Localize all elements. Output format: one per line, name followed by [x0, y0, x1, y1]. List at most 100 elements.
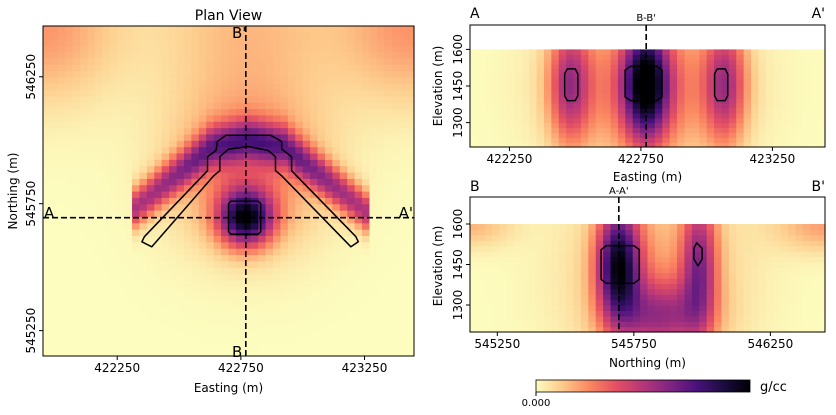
section-cell — [810, 112, 819, 119]
plan-cell — [206, 57, 215, 65]
plan-cell — [43, 127, 52, 135]
plan-cell — [362, 324, 371, 332]
section-cell — [543, 278, 552, 284]
section-cell — [780, 78, 789, 85]
plan-cell — [191, 298, 200, 306]
plan-cell — [72, 95, 81, 103]
plan-cell — [228, 191, 237, 198]
plan-cell — [221, 311, 230, 319]
plan-cell — [146, 95, 155, 103]
plan-cell — [399, 305, 408, 313]
plan-cell — [235, 184, 244, 192]
plan-cell — [332, 197, 341, 205]
plan-cell — [376, 203, 385, 211]
section-cell — [810, 288, 819, 295]
plan-cell — [295, 102, 304, 110]
section-cell — [603, 305, 612, 311]
plan-cell — [124, 330, 133, 338]
plan-cell — [258, 140, 267, 148]
plan-title: Plan View — [195, 8, 262, 24]
section-cell — [640, 305, 649, 311]
plan-cell — [339, 197, 348, 205]
plan-cell — [183, 330, 192, 338]
section-cell — [603, 229, 612, 236]
plan-cell — [324, 76, 333, 84]
plan-cell — [72, 254, 81, 262]
section-cell — [691, 54, 700, 60]
plan-cell — [50, 114, 59, 122]
plan-cell — [354, 108, 363, 116]
plan-cell — [362, 222, 371, 230]
plan-cell — [273, 171, 282, 179]
plan-cell — [43, 241, 52, 249]
section-cell — [514, 321, 523, 328]
plan-cell — [391, 216, 400, 224]
section-cell — [743, 305, 752, 311]
section-cell — [492, 49, 501, 55]
section-cell — [773, 137, 782, 143]
plan-cell — [391, 26, 400, 33]
plan-cell — [310, 324, 319, 332]
section-cell — [617, 83, 626, 90]
section-cell — [699, 132, 708, 138]
plan-cell — [243, 241, 252, 249]
plan-cell — [362, 114, 371, 122]
plan-cell — [183, 336, 192, 344]
plan-cell — [347, 45, 356, 52]
plan-cell — [317, 184, 326, 192]
section-cell — [728, 49, 737, 55]
plan-cell — [72, 64, 81, 72]
plan-cell — [324, 45, 333, 52]
plan-cell — [332, 57, 341, 65]
plan-cell — [280, 324, 289, 332]
plan-cell — [384, 235, 393, 243]
plan-cell — [391, 241, 400, 249]
plan-cell — [250, 26, 259, 33]
section-cell — [595, 251, 604, 257]
plan-cell — [109, 133, 118, 141]
section-cell — [669, 240, 678, 247]
plan-cell — [273, 184, 282, 192]
section-cell — [470, 73, 478, 80]
plan-cell — [94, 102, 103, 110]
plan-cell — [65, 95, 74, 103]
plan-cell — [72, 70, 81, 78]
plan-cell — [324, 57, 333, 65]
plan-cell — [43, 267, 52, 275]
plan-cell — [258, 343, 267, 351]
plan-cell — [72, 26, 81, 33]
section-cell — [662, 321, 671, 328]
plan-cell — [80, 45, 89, 52]
plan-cell — [169, 171, 178, 179]
section-cell — [470, 294, 478, 301]
plan-cell — [354, 317, 363, 325]
plan-cell — [124, 57, 133, 65]
plan-cell — [154, 336, 163, 344]
plan-cell — [198, 57, 207, 65]
plan-cell — [243, 279, 252, 287]
section-cell — [529, 73, 538, 80]
section-cell — [654, 112, 663, 119]
plan-cell — [139, 305, 148, 313]
section-cell — [743, 251, 752, 257]
plan-cell — [287, 229, 296, 237]
section-cell — [573, 224, 582, 230]
section-cell — [580, 132, 589, 138]
section-cell — [714, 229, 723, 236]
plan-cell — [339, 165, 348, 173]
section-cell — [506, 117, 515, 124]
section-cell — [595, 305, 604, 311]
plan-cell — [146, 330, 155, 338]
section-cell — [625, 137, 634, 143]
section-cell — [721, 278, 730, 284]
plan-cell — [362, 45, 371, 52]
section-cell — [780, 315, 789, 322]
section-cell — [677, 54, 686, 60]
plan-cell — [132, 178, 141, 186]
plan-cell — [250, 210, 259, 217]
plan-cell — [176, 140, 185, 148]
plan-cell — [235, 95, 244, 103]
section-cell — [706, 142, 715, 148]
section-cell — [765, 278, 774, 284]
plan-cell — [295, 343, 304, 351]
